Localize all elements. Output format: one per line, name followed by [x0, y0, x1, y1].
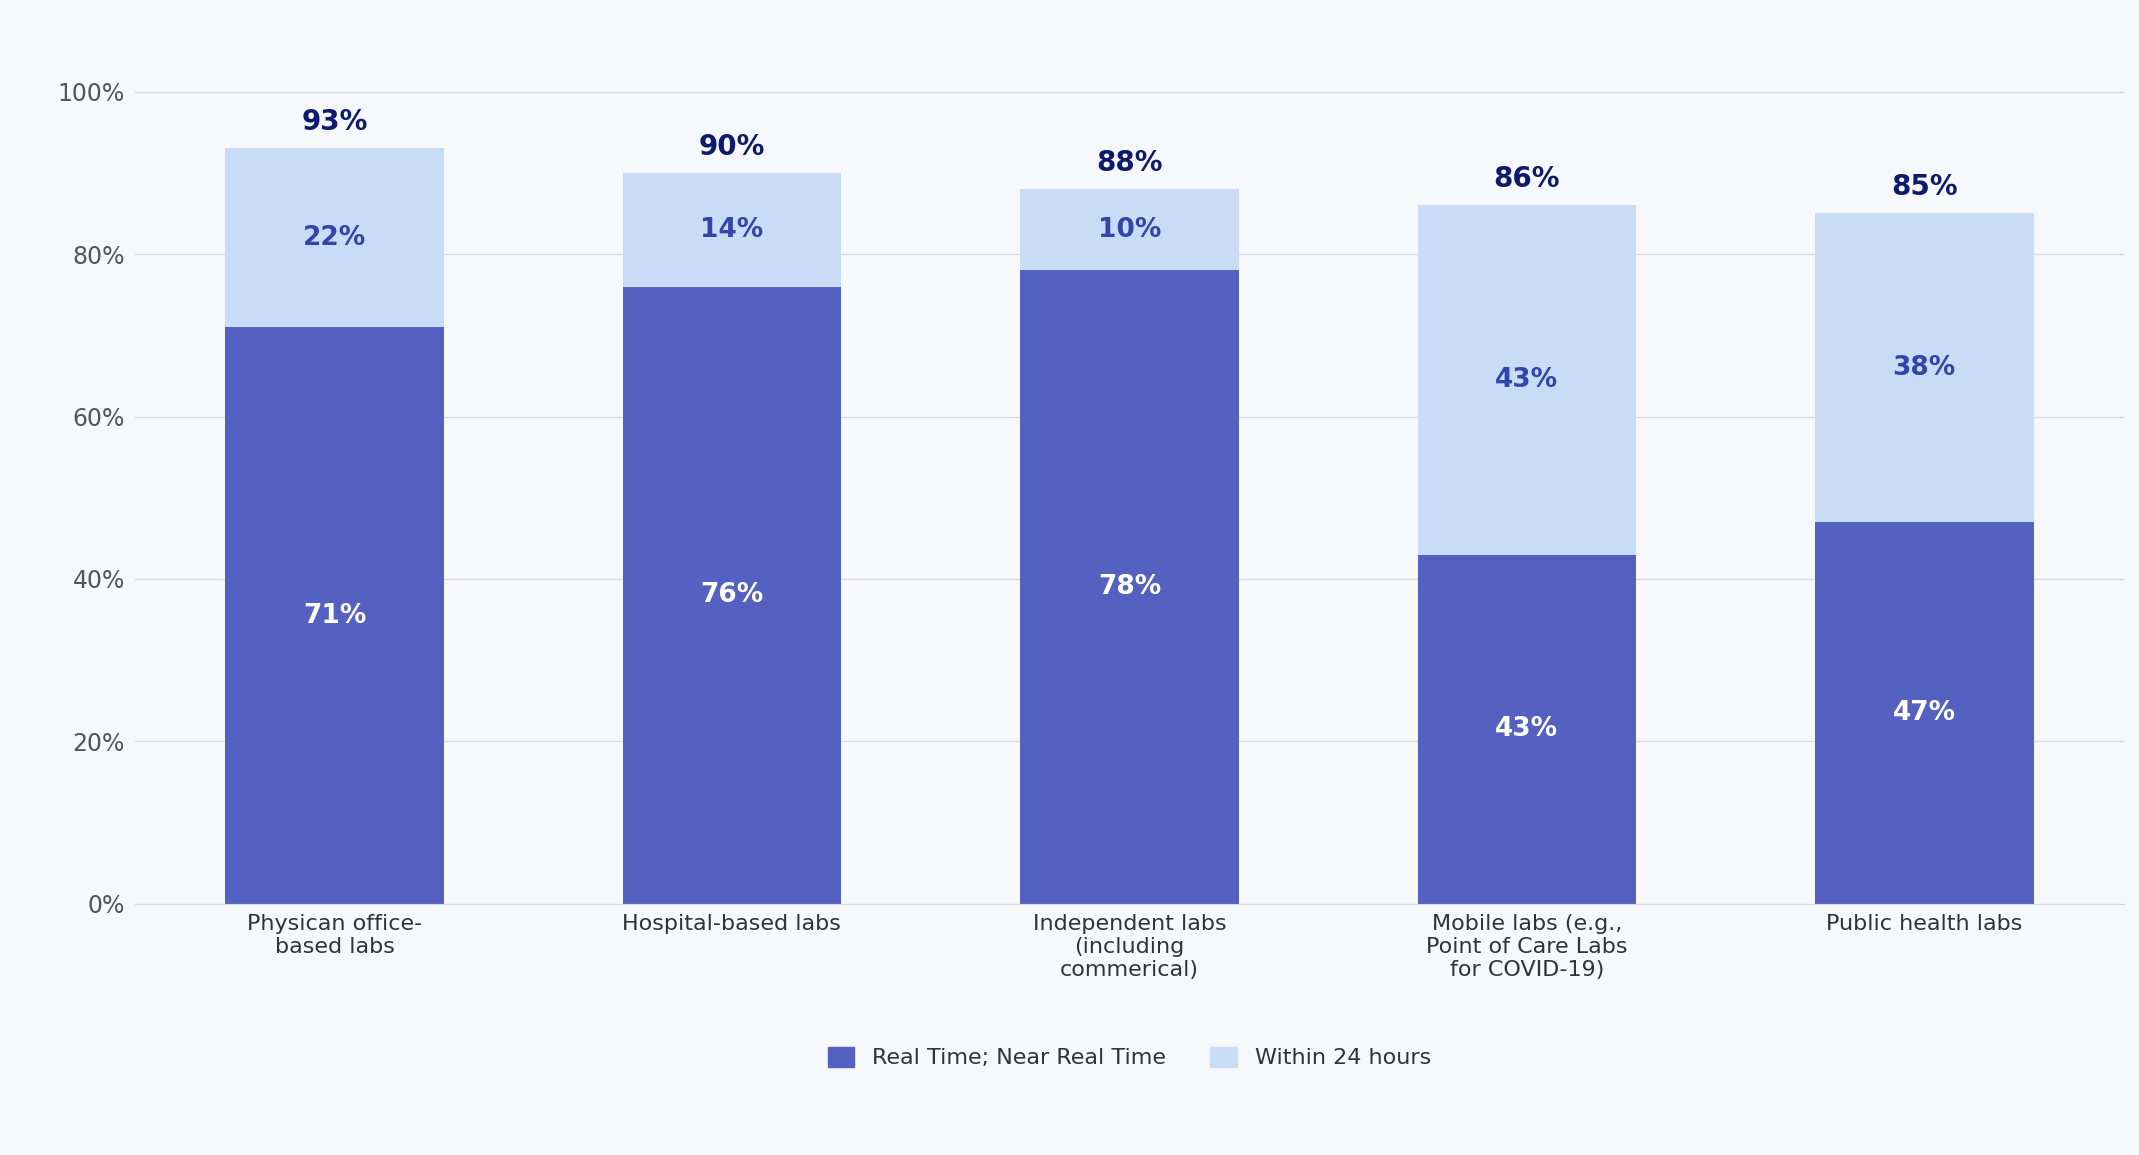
Bar	[1020, 189, 1238, 270]
Bar	[1020, 270, 1238, 904]
Bar	[622, 286, 841, 904]
Bar	[1816, 214, 2034, 522]
Bar	[1816, 522, 2034, 904]
Bar	[1418, 554, 1636, 904]
Text: 85%: 85%	[1891, 173, 1957, 201]
Text: 22%: 22%	[304, 225, 366, 251]
Text: 90%: 90%	[699, 133, 766, 161]
Bar	[225, 327, 443, 904]
Text: 76%: 76%	[699, 582, 764, 609]
Bar	[1418, 206, 1636, 554]
Bar	[225, 148, 443, 327]
Text: 86%: 86%	[1493, 165, 1559, 193]
Bar	[622, 173, 841, 286]
Text: 47%: 47%	[1893, 700, 1955, 726]
Text: 71%: 71%	[304, 603, 366, 628]
Text: 78%: 78%	[1097, 574, 1161, 601]
Text: 38%: 38%	[1893, 355, 1955, 381]
Text: 10%: 10%	[1097, 217, 1161, 243]
Text: 88%: 88%	[1095, 149, 1164, 177]
Text: 93%: 93%	[302, 109, 368, 136]
Legend: Real Time; Near Real Time, Within 24 hours: Real Time; Near Real Time, Within 24 hou…	[828, 1046, 1431, 1068]
Text: 43%: 43%	[1495, 716, 1559, 743]
Text: 43%: 43%	[1495, 367, 1559, 393]
Text: 14%: 14%	[699, 217, 764, 243]
